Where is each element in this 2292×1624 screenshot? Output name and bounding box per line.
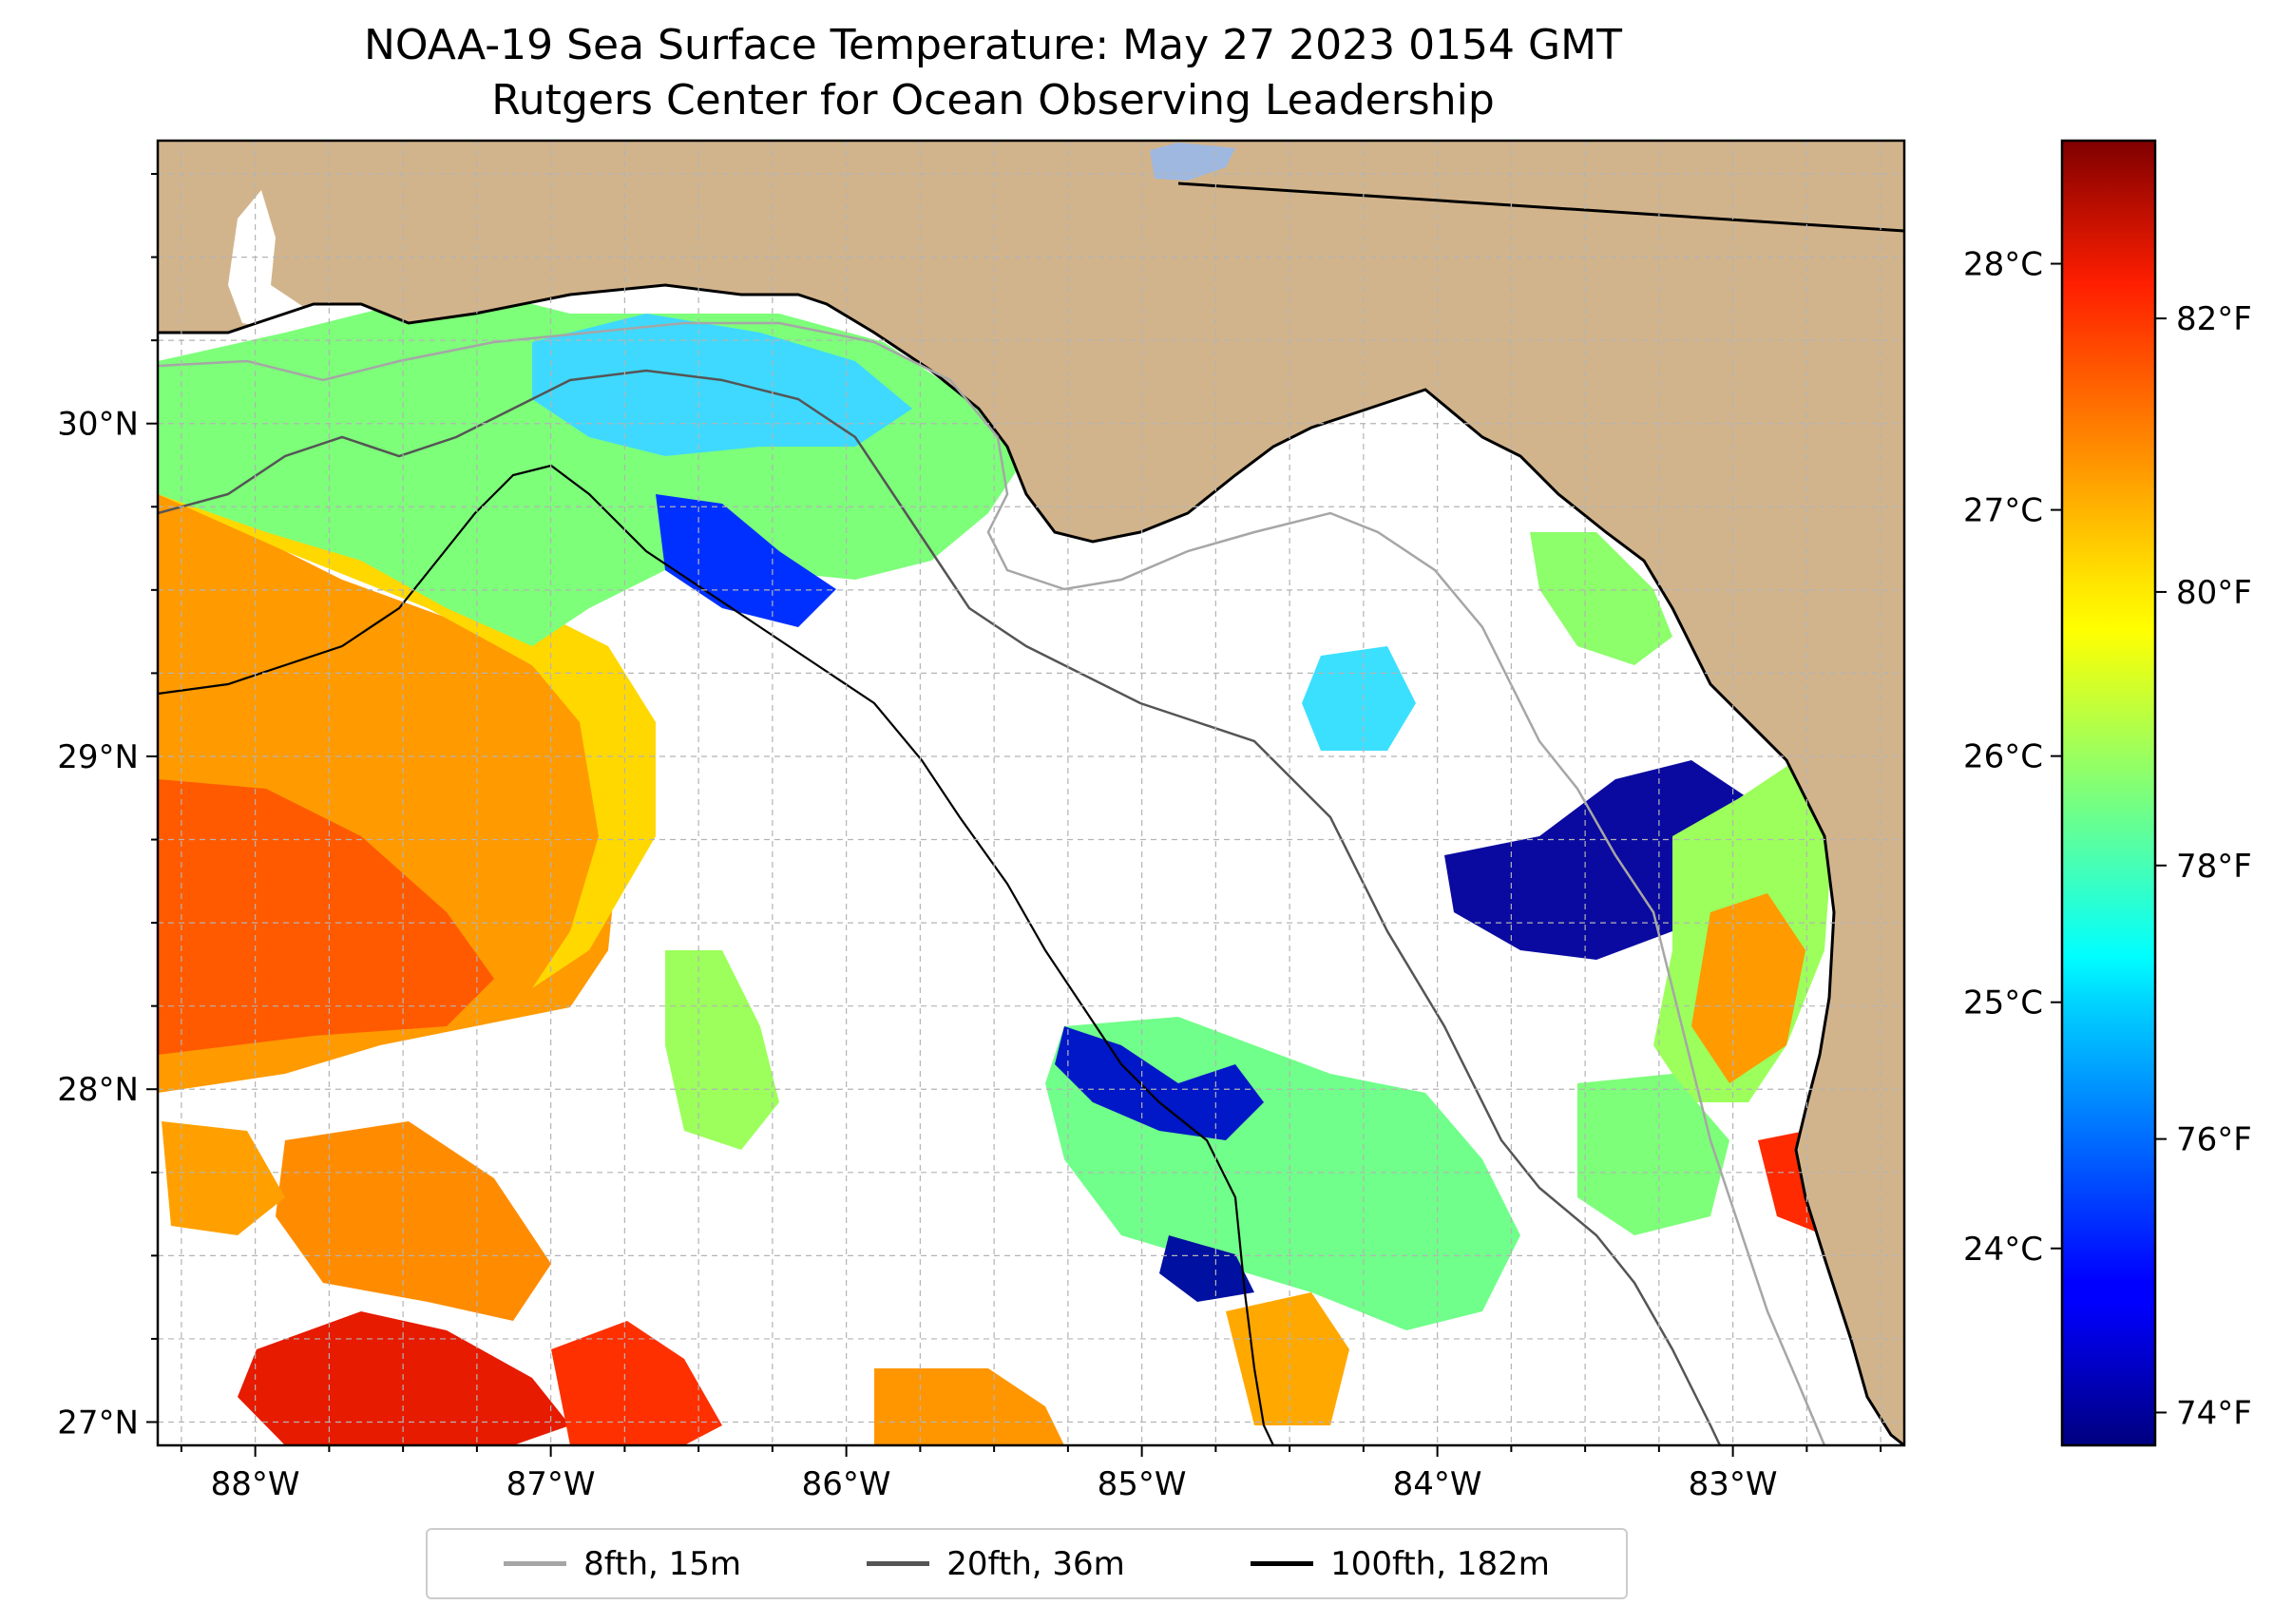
lon-tick-label: 87°W [506,1465,596,1503]
sst-patch-bigbend-green [1530,532,1672,665]
lake-pontchartrain [1150,143,1235,181]
chart-title: NOAA-19 Sea Surface Temperature: May 27 … [364,21,1622,69]
mobile-bay [228,190,314,331]
lat-tick-label: 28°N [57,1071,139,1109]
sst-data-layer [158,295,1904,1445]
contour-100fth-182m [158,464,1274,1445]
lon-tick-label: 84°W [1393,1465,1482,1503]
contour-20fth-36m [158,369,1722,1445]
sst-patch-mid-green [665,950,779,1150]
celsius-tick-label: 27°C [1963,492,2043,530]
legend-swatch-8fth [504,1561,567,1566]
lon-tick-label: 86°W [802,1465,891,1503]
lon-tick-label: 83°W [1689,1465,1778,1503]
contour-8fth-15m [158,321,1826,1445]
fahrenheit-tick-label: 74°F [2176,1394,2252,1432]
colorbar-celsius-axis: 24°C 25°C 26°C 27°C 28°C [1963,246,2062,1269]
coastline [158,283,1904,1445]
sst-patch-south-orange [874,1368,1064,1445]
sst-patch-sw-orange-2 [162,1121,285,1235]
map-content [158,141,1904,1445]
fahrenheit-tick-label: 82°F [2176,300,2252,338]
legend-item-8fth: 8fth, 15m [504,1545,741,1583]
lon-tick-label: 88°W [211,1465,300,1503]
celsius-tick-label: 26°C [1963,738,2043,776]
legend-swatch-100fth [1251,1561,1314,1566]
colorbar-fahrenheit-axis: 74°F 76°F 78°F 80°F 82°F [2155,300,2252,1432]
depth-legend: 8fth, 15m 20fth, 36m 100fth, 182m [426,1528,1628,1599]
lat-tick-label: 27°N [57,1404,139,1442]
colorbar [2060,139,2157,1447]
legend-label-20fth: 20fth, 36m [946,1544,1125,1583]
legend-swatch-20fth [867,1561,930,1566]
lat-tick-label: 30°N [57,406,139,444]
chart-subtitle: Rutgers Center for Ocean Observing Leade… [491,76,1495,124]
celsius-tick-label: 24°C [1963,1231,2043,1269]
fahrenheit-tick-label: 80°F [2176,574,2252,612]
gridlines [158,141,1904,1445]
legend-item-20fth: 20fth, 36m [867,1545,1125,1583]
sst-patch-west-hot [158,779,494,1055]
lat-tick-label: 29°N [57,738,139,776]
sst-patch-central-blue [1055,1026,1264,1140]
sst-patch-central-blue-2 [1159,1235,1254,1302]
fahrenheit-tick-label: 78°F [2176,848,2252,886]
legend-label-8fth: 8fth, 15m [583,1544,742,1583]
state-boundary-line [1177,182,1904,233]
celsius-tick-label: 25°C [1963,984,2043,1022]
sst-patch-south-orange-2 [1226,1292,1349,1425]
latitude-axis: 27°N 28°N 29°N 30°N [57,173,158,1442]
land-layer [158,141,1904,1445]
sst-patch-sw-orange [276,1121,551,1321]
map-frame [156,139,1906,1447]
sst-patch-east-orange [1691,893,1805,1083]
legend-item-100fth: 100fth, 182m [1251,1545,1550,1583]
sst-patch-se-green [1577,1074,1729,1235]
sst-patch-sw-red-2 [551,1321,722,1445]
sst-patch-ne-cyan [1302,646,1416,751]
land-northern-mainland [158,141,1904,1445]
longitude-axis: 88°W 87°W 86°W 85°W 84°W 83°W [180,1445,1882,1503]
celsius-tick-label: 28°C [1963,246,2043,284]
fahrenheit-tick-label: 76°F [2176,1121,2252,1159]
lon-tick-label: 85°W [1098,1465,1187,1503]
legend-label-100fth: 100fth, 182m [1330,1544,1550,1583]
sst-patch-sw-red-1 [238,1311,570,1445]
sst-patch-north-blue [656,494,836,627]
sst-patch-north-cyan [532,314,912,456]
